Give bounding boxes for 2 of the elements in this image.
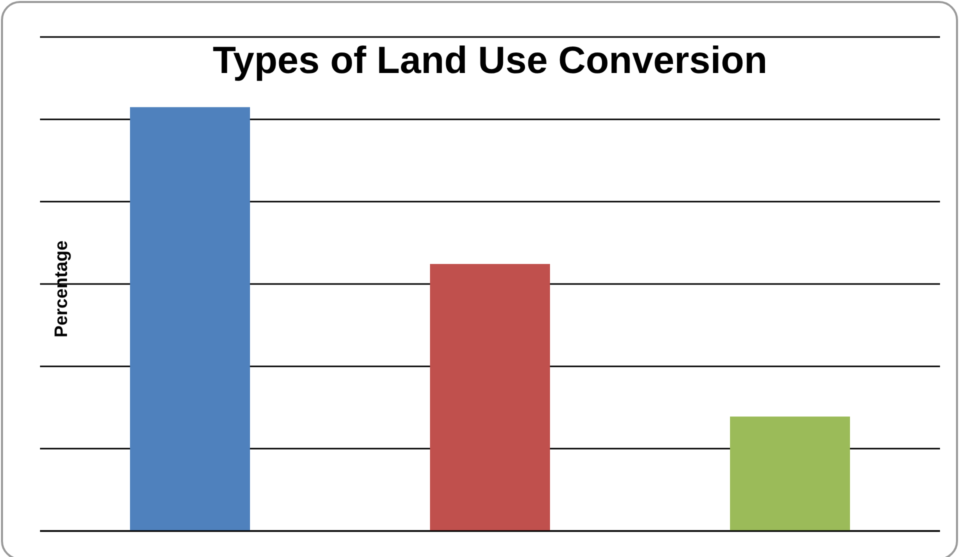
y-axis-title: Percentage <box>51 240 71 338</box>
chart-title: Types of Land Use Conversion <box>212 40 768 82</box>
